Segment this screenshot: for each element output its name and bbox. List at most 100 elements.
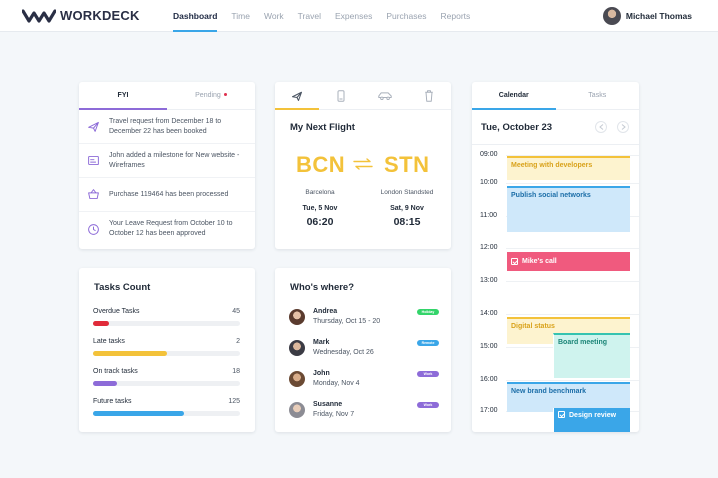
avatar [289,340,305,356]
hour-label: 09:00 [480,151,498,158]
hour-label: 11:00 [480,212,497,219]
person-date: Monday, Nov 4 [313,380,360,387]
person-row[interactable]: Mark Wednesday, Oct 26 Remote [289,338,439,360]
fyi-item[interactable]: Travel request from December 18 to Decem… [79,110,255,144]
chevron-right-icon [621,124,626,130]
nav-time[interactable]: Time [231,11,250,21]
progress-fill [93,411,185,416]
fyi-card: FYI Pending Travel request from December… [79,82,255,249]
hour-label: 13:00 [480,277,498,284]
calendar-divider [472,144,639,145]
tab-car[interactable] [363,82,407,109]
nav-expenses[interactable]: Expenses [334,11,373,21]
top-bar: WORKDECK Dashboard Time Work Travel Expe… [0,0,718,32]
hour-line [506,183,639,184]
clock-icon [88,223,99,235]
avatar [602,7,621,25]
tasks-count-title: Tasks Count [94,282,151,293]
fyi-item[interactable]: Purchase 119464 has been processed [79,178,255,212]
main-nav: Dashboard Time Work Travel Expenses Purc… [166,0,477,32]
task-label: Late tasks [93,338,125,345]
person-row[interactable]: John Monday, Nov 4 Work [289,369,439,391]
task-row-overdue[interactable]: Overdue Tasks 45 [93,308,240,326]
logo[interactable]: WORKDECK [22,8,140,23]
calendar-card: Calendar Tasks Tue, October 23 09:00 10:… [472,82,639,432]
logo-text: WORKDECK [60,8,140,23]
event-mikes-call[interactable]: Mike's call [507,252,630,271]
phone-icon [337,89,345,102]
fyi-item[interactable]: John added a milestone for New website -… [79,144,255,178]
task-count: 45 [232,308,240,315]
calendar-date: Tue, October 23 [481,122,553,133]
swap-arrows-icon [353,158,373,170]
event-meeting-developers[interactable]: Meeting with developers [507,156,630,180]
avatar [289,309,305,325]
pending-dot-icon [223,93,227,96]
progress-fill [93,381,117,386]
progress-fill [93,351,167,356]
user-menu[interactable]: Michael Thomas [602,7,692,25]
flight-card: My Next Flight BCN STN Barcelona London … [275,82,451,249]
event-design-review[interactable]: Design review [553,408,630,432]
nav-travel[interactable]: Travel [297,11,321,21]
person-row[interactable]: Andrea Thursday, Oct 15 - 20 Holiday [289,307,439,329]
avatar [289,371,305,387]
tasks-count-card: Tasks Count Overdue Tasks 45 Late tasks … [79,268,255,432]
status-badge: Holiday [417,309,439,315]
origin-city: Barcelona [305,189,335,196]
task-count: 18 [232,368,240,375]
nav-purchases[interactable]: Purchases [386,11,427,21]
fyi-text: Purchase 119464 has been processed [109,190,229,198]
task-label: Overdue Tasks [93,308,140,315]
event-design-review-label: Design review [569,412,617,419]
event-brand-benchmark[interactable]: New brand benchmark [507,382,630,412]
task-row-future[interactable]: Future tasks 125 [93,398,240,416]
destination-city: London Standsted [380,189,434,196]
departure-time: 06:20 [306,216,334,228]
nav-dashboard[interactable]: Dashboard [166,0,224,32]
tab-train[interactable] [319,82,363,109]
tab-pending[interactable]: Pending [167,82,255,109]
departure-date: Tue, 5 Nov [302,205,338,212]
person-date: Wednesday, Oct 26 [313,349,374,356]
milestone-icon [88,155,99,166]
tab-tasks[interactable]: Tasks [588,92,607,99]
progress-fill [93,321,110,326]
calendar-prev-button[interactable] [595,121,607,133]
flight-title: My Next Flight [290,122,355,133]
person-row[interactable]: Susanne Friday, Nov 7 Work [289,400,439,422]
status-badge: Work [417,402,439,408]
task-row-late[interactable]: Late tasks 2 [93,338,240,356]
nav-work[interactable]: Work [263,11,284,21]
person-date: Friday, Nov 7 [313,411,355,418]
fyi-item[interactable]: Your Leave Request from October 10 to Oc… [79,212,255,246]
person-date: Thursday, Oct 15 - 20 [313,318,381,325]
tab-calendar[interactable]: Calendar [472,82,556,110]
checkbox-icon [511,258,518,265]
task-row-on-track[interactable]: On track tasks 18 [93,368,240,386]
basket-icon [88,189,99,200]
flight-tabs [275,82,451,110]
task-label: On track tasks [93,368,138,375]
person-name: Andrea [313,308,338,315]
hour-label: 16:00 [480,376,498,383]
hour-label: 15:00 [480,343,498,350]
task-label: Future tasks [93,398,132,405]
hour-line [506,248,639,249]
event-board-meeting[interactable]: Board meeting [553,333,630,378]
tab-flight[interactable] [275,82,319,110]
arrival-date: Sat, 9 Nov [390,205,424,212]
user-name: Michael Thomas [625,11,692,21]
event-publish-social[interactable]: Publish social networks [507,186,630,232]
calendar-next-button[interactable] [617,121,629,133]
event-mikes-call-label: Mike's call [522,258,557,265]
hour-line [506,281,639,282]
tab-fyi[interactable]: FYI [79,82,167,110]
hour-label: 17:00 [480,407,498,414]
tab-delete[interactable] [407,82,451,109]
nav-reports[interactable]: Reports [440,11,471,21]
status-badge: Remote [417,340,439,346]
avatar [289,402,305,418]
plane-icon [291,91,303,101]
arrival-time: 08:15 [393,216,421,228]
